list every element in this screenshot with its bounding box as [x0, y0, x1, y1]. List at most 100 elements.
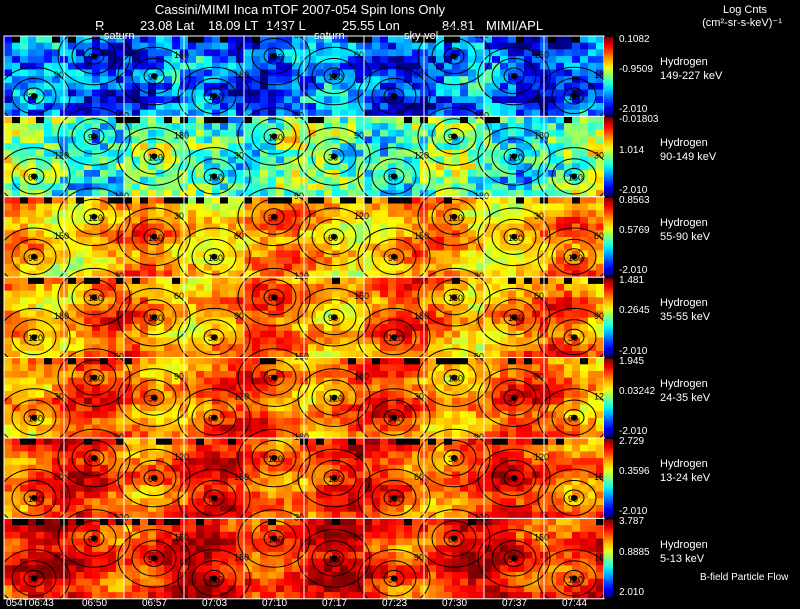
heatmap-cell — [484, 404, 493, 412]
heatmap-cell — [244, 62, 253, 70]
heatmap-cell — [140, 89, 149, 97]
heatmap-cell — [516, 196, 525, 204]
heatmap-cell — [4, 243, 13, 251]
heatmap-cell — [588, 96, 597, 104]
heatmap-cell — [332, 337, 341, 345]
heatmap-cell — [164, 310, 173, 318]
heatmap-cell — [220, 337, 229, 345]
heatmap-cell — [524, 230, 533, 238]
contour-line — [431, 279, 477, 316]
contour-label: 120 — [414, 150, 429, 160]
contour-center — [271, 213, 277, 220]
heatmap-cell — [380, 424, 389, 432]
heatmap-cell — [492, 350, 501, 358]
heatmap-cell — [260, 170, 269, 178]
heatmap-cell — [108, 230, 117, 238]
heatmap-cell — [132, 270, 141, 278]
heatmap-cell — [476, 257, 485, 265]
contour-line — [551, 77, 597, 115]
heatmap-cell — [188, 283, 197, 291]
heatmap-cell — [316, 377, 325, 385]
heatmap-cell — [12, 36, 21, 44]
contour-label: 180 — [234, 70, 249, 80]
heatmap-cell — [380, 183, 389, 191]
heatmap-cell — [476, 438, 485, 446]
heatmap-cell — [28, 257, 37, 265]
heatmap-cell — [252, 330, 261, 338]
heatmap-cell — [436, 203, 445, 211]
contour-label: 60 — [328, 233, 338, 243]
heatmap-cell — [364, 109, 373, 117]
heatmap-cell — [532, 397, 541, 405]
heatmap-cell — [468, 96, 477, 104]
heatmap-cell — [92, 109, 101, 117]
heatmap-cell — [572, 123, 581, 131]
heatmap-cell — [132, 42, 141, 50]
heatmap-cell — [524, 82, 533, 90]
heatmap-cell — [92, 82, 101, 90]
heatmap-cell — [468, 149, 477, 157]
heatmap-cell — [220, 330, 229, 338]
heatmap-cell — [276, 223, 285, 231]
heatmap-cell — [204, 82, 213, 90]
heatmap-cell — [532, 103, 541, 111]
heatmap-cell — [468, 438, 477, 446]
heatmap-cell — [108, 129, 117, 137]
heatmap-cell — [220, 170, 229, 178]
heatmap-cell — [68, 337, 77, 345]
heatmap-cell — [204, 263, 213, 271]
heatmap-cell — [68, 42, 77, 50]
heatmap-cell — [340, 49, 349, 57]
heatmap-cell — [452, 344, 461, 352]
heatmap-cell — [548, 397, 557, 405]
heatmap-cell — [228, 96, 237, 104]
heatmap-cell — [588, 283, 597, 291]
heatmap-cell — [564, 183, 573, 191]
heatmap-cell — [164, 290, 173, 298]
heatmap-cell — [108, 417, 117, 425]
heatmap-cell — [148, 62, 157, 70]
heatmap-cell — [500, 190, 509, 198]
heatmap-cell — [588, 76, 597, 84]
heatmap-cell — [292, 216, 301, 224]
heatmap-cell — [572, 364, 581, 372]
heatmap-cell — [140, 384, 149, 392]
heatmap-cell — [124, 89, 133, 97]
heatmap-cell — [220, 156, 229, 164]
heatmap-cell — [84, 250, 93, 258]
heatmap-cell — [452, 156, 461, 164]
heatmap-cell — [404, 424, 413, 432]
heatmap-cell — [412, 297, 421, 305]
heatmap-cell — [324, 384, 333, 392]
heatmap-cell — [124, 103, 133, 111]
heatmap-cell — [468, 330, 477, 338]
heatmap-cell — [12, 371, 21, 379]
heatmap-cell — [508, 397, 517, 405]
heatmap-cell — [188, 143, 197, 151]
heatmap-cell — [76, 109, 85, 117]
heatmap-cell — [436, 62, 445, 70]
heatmap-cell — [388, 411, 397, 419]
heatmap-cell — [116, 391, 125, 399]
heatmap-cell — [500, 337, 509, 345]
heatmap-cell — [524, 36, 533, 44]
heatmap-cell — [548, 203, 557, 211]
heatmap-cell — [348, 250, 357, 258]
heatmap-cell — [548, 438, 557, 446]
heatmap-cell — [524, 69, 533, 77]
heatmap-cell — [220, 143, 229, 151]
heatmap-cell — [524, 270, 533, 278]
heatmap-cell — [444, 424, 453, 432]
heatmap-cell — [100, 377, 109, 385]
heatmap-cell — [236, 149, 245, 157]
heatmap-cell — [196, 344, 205, 352]
contour-label: 150 — [114, 110, 129, 120]
heatmap-cell — [20, 69, 29, 77]
heatmap-cell — [436, 344, 445, 352]
heatmap-cell — [532, 417, 541, 425]
heatmap-cell — [532, 424, 541, 432]
heatmap-cell — [244, 230, 253, 238]
heatmap-cell — [436, 149, 445, 157]
heatmap-cell — [428, 330, 437, 338]
heatmap-cell — [404, 377, 413, 385]
